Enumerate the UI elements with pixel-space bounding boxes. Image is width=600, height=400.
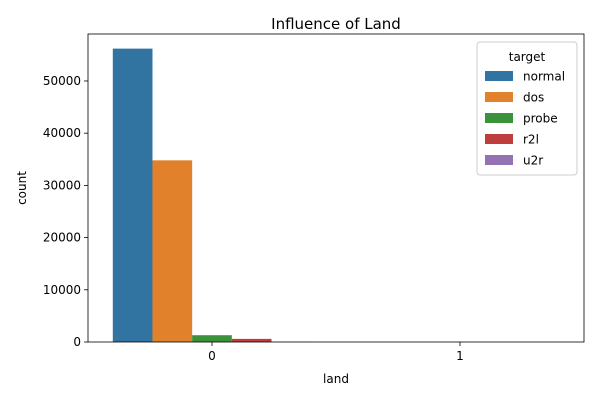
legend-swatch-dos (485, 92, 513, 102)
legend-items: normal dos probe r2l u2r (485, 70, 565, 168)
y-tick-label: 20000 (43, 231, 81, 245)
legend-swatch-u2r (485, 155, 513, 165)
y-tick-label: 50000 (43, 74, 81, 88)
bar-normal-0 (112, 48, 153, 343)
bar-r2l-0 (231, 338, 272, 342)
legend-label-dos: dos (523, 91, 544, 105)
chart-title: Influence of Land (271, 15, 401, 33)
y-tick-label: 10000 (43, 283, 81, 297)
legend-label-normal: normal (523, 70, 565, 84)
legend-swatch-r2l (485, 134, 513, 144)
legend-title: target (509, 50, 546, 64)
legend-label-probe: probe (523, 112, 558, 126)
plot-area (112, 48, 312, 343)
y-axis: 0 10000 20000 30000 40000 50000 (43, 74, 88, 349)
x-axis-label: land (323, 372, 349, 386)
legend-swatch-normal (485, 71, 513, 81)
y-tick-label: 0 (73, 335, 81, 349)
plot-frame (87, 33, 585, 343)
legend-label-u2r: u2r (523, 154, 543, 168)
legend-swatch-probe (485, 113, 513, 123)
bar-probe-0 (192, 335, 232, 342)
y-tick-label: 30000 (43, 178, 81, 192)
x-tick-label: 1 (456, 349, 464, 363)
y-tick-label: 40000 (43, 126, 81, 140)
legend: target normal dos probe r2l u2r (476, 41, 578, 176)
y-axis-label: count (15, 171, 29, 205)
bar-dos-0 (152, 160, 193, 342)
legend-label-r2l: r2l (523, 133, 539, 147)
x-tick-label: 0 (208, 349, 216, 363)
